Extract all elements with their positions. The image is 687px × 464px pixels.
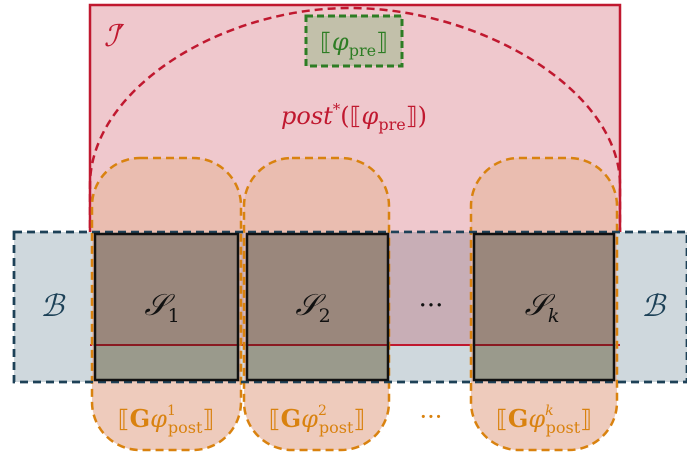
- bad-states-band-outline: [12, 230, 687, 384]
- state-label-k: 𝒮k: [525, 288, 560, 327]
- bottom-ellipsis: ···: [420, 403, 443, 431]
- state-box-1: [93, 232, 240, 382]
- invariant-label: ℐ′: [104, 19, 125, 54]
- state-box-2: [245, 232, 390, 382]
- precondition-box: [304, 14, 404, 68]
- reachable-states-dome: [88, 6, 622, 345]
- overlap-region-gap: [388, 232, 474, 345]
- middle-ellipsis: ···: [419, 291, 444, 321]
- post-label-2: ⟦Gφ2 post⟧: [269, 403, 366, 437]
- post-label-1: ⟦Gφ1 post⟧: [118, 403, 215, 437]
- precondition-label: ⟦φpre⟧: [320, 28, 388, 60]
- bad-states-label-right: ℬ: [641, 289, 667, 324]
- bad-states-label-left: ℬ: [40, 289, 66, 324]
- post-label-k: ⟦Gφk post⟧: [496, 403, 592, 437]
- reachable-states-label: post*(⟦φpre⟧): [281, 100, 427, 134]
- state-box-k: [472, 232, 616, 382]
